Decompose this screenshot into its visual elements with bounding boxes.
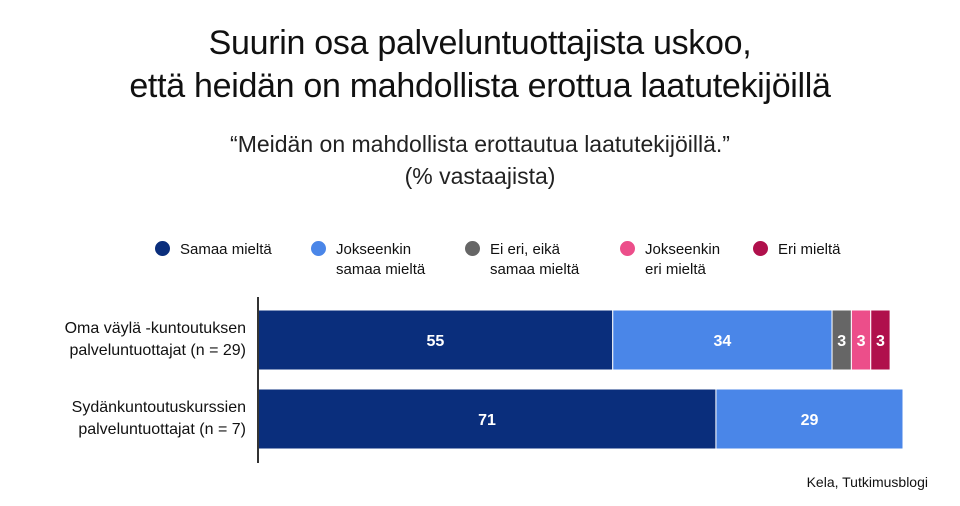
legend-label: Jokseenkin eri mieltä bbox=[645, 241, 721, 278]
subtitle-line-1: “Meidän on mahdollista erottautua laatut… bbox=[230, 131, 730, 157]
chart-title: Suurin osa palveluntuottajista uskoo, et… bbox=[0, 22, 960, 108]
legend-label: Ei eri, eikä samaa mieltä bbox=[490, 241, 580, 278]
data-label: 3 bbox=[876, 333, 885, 350]
legend-label: Jokseenkin samaa mieltä bbox=[336, 241, 426, 278]
chart-subtitle: “Meidän on mahdollista erottautua laatut… bbox=[0, 128, 960, 192]
legend-swatch bbox=[465, 241, 480, 256]
bar-segment bbox=[612, 309, 833, 371]
bar-segment bbox=[257, 309, 614, 371]
legend-label: Eri mieltä bbox=[778, 241, 841, 258]
legend-item-1: Samaa mieltä bbox=[155, 240, 272, 260]
subtitle-line-2: (% vastaajista) bbox=[404, 163, 556, 189]
bar-segment bbox=[870, 309, 891, 371]
title-line-1: Suurin osa palveluntuottajista uskoo, bbox=[208, 24, 752, 62]
legend-item-4: Jokseenkin eri mieltä bbox=[620, 240, 720, 280]
legend-swatch bbox=[155, 241, 170, 256]
legend-label: Samaa mieltä bbox=[180, 241, 272, 258]
data-label: 3 bbox=[857, 333, 866, 350]
title-line-2: että heidän on mahdollista erottua laatu… bbox=[129, 67, 831, 105]
legend-swatch bbox=[311, 241, 326, 256]
legend-item-5: Eri mieltä bbox=[753, 240, 841, 260]
data-label: 71 bbox=[478, 412, 496, 429]
data-label: 3 bbox=[837, 333, 846, 350]
source-label: Kela, Tutkimusblogi bbox=[806, 474, 928, 490]
bar-segment bbox=[715, 388, 904, 450]
legend-item-3: Ei eri, eikä samaa mieltä bbox=[465, 240, 579, 280]
data-label: 34 bbox=[714, 333, 732, 350]
category-label: Sydänkuntoutuskurssien palveluntuottajat… bbox=[71, 399, 246, 438]
data-label: 55 bbox=[426, 333, 444, 350]
legend-swatch bbox=[753, 241, 768, 256]
legend-swatch bbox=[620, 241, 635, 256]
y-axis-line bbox=[257, 297, 259, 463]
category-label: Oma väylä -kuntoutuksen palveluntuottaja… bbox=[64, 320, 246, 359]
data-label: 29 bbox=[801, 412, 819, 429]
legend-item-2: Jokseenkin samaa mieltä bbox=[311, 240, 425, 280]
